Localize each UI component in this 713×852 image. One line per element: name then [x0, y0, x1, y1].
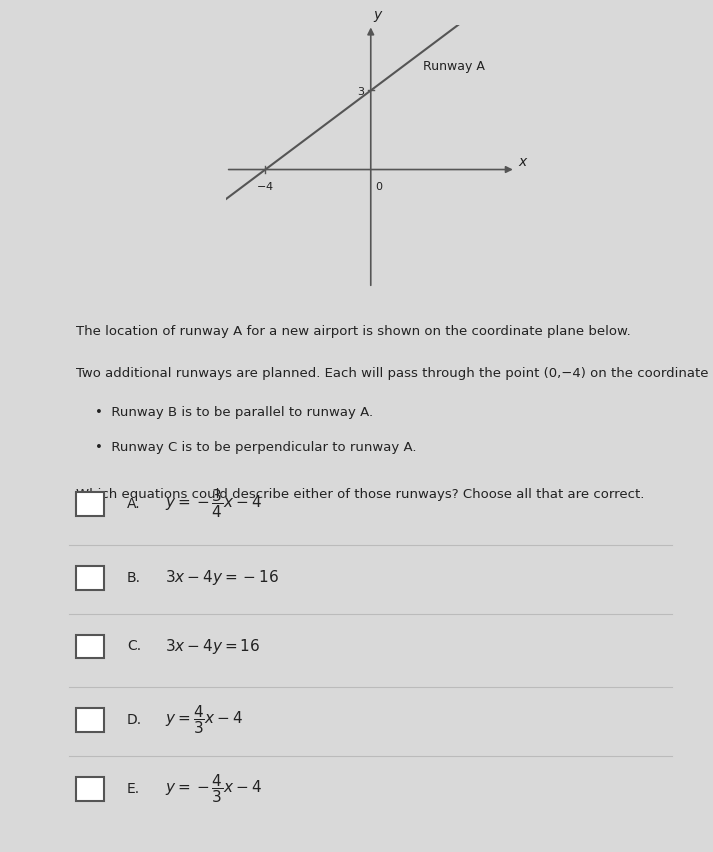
- Text: •  Runway C is to be perpendicular to runway A.: • Runway C is to be perpendicular to run…: [95, 440, 416, 453]
- Text: $3$: $3$: [357, 85, 366, 97]
- Text: $-4$: $-4$: [257, 180, 275, 192]
- Text: $3x - 4y = 16$: $3x - 4y = 16$: [165, 636, 261, 655]
- Text: B.: B.: [127, 570, 141, 584]
- Text: $x$: $x$: [518, 155, 529, 169]
- Text: •  Runway B is to be parallel to runway A.: • Runway B is to be parallel to runway A…: [95, 406, 373, 419]
- Text: $0$: $0$: [375, 180, 383, 192]
- Text: $y = -\dfrac{4}{3}x - 4$: $y = -\dfrac{4}{3}x - 4$: [165, 771, 262, 804]
- Text: $3x - 4y = -16$: $3x - 4y = -16$: [165, 567, 279, 586]
- Text: C.: C.: [127, 638, 141, 653]
- FancyBboxPatch shape: [76, 567, 104, 590]
- Text: Which equations could describe either of those runways? Choose all that are corr: Which equations could describe either of…: [76, 487, 644, 500]
- Text: A.: A.: [127, 497, 140, 510]
- Text: $y = -\dfrac{3}{4}x - 4$: $y = -\dfrac{3}{4}x - 4$: [165, 487, 262, 520]
- Text: The location of runway A for a new airport is shown on the coordinate plane belo: The location of runway A for a new airpo…: [76, 325, 630, 337]
- Text: $y$: $y$: [374, 9, 384, 24]
- Text: $y = \dfrac{4}{3}x - 4$: $y = \dfrac{4}{3}x - 4$: [165, 703, 244, 735]
- Text: Runway A: Runway A: [424, 60, 486, 73]
- FancyBboxPatch shape: [76, 709, 104, 733]
- FancyBboxPatch shape: [76, 492, 104, 516]
- FancyBboxPatch shape: [76, 777, 104, 801]
- FancyBboxPatch shape: [76, 635, 104, 659]
- Text: Two additional runways are planned. Each will pass through the point (0,−4) on t: Two additional runways are planned. Each…: [76, 366, 713, 379]
- Text: D.: D.: [127, 712, 142, 726]
- Text: E.: E.: [127, 780, 140, 795]
